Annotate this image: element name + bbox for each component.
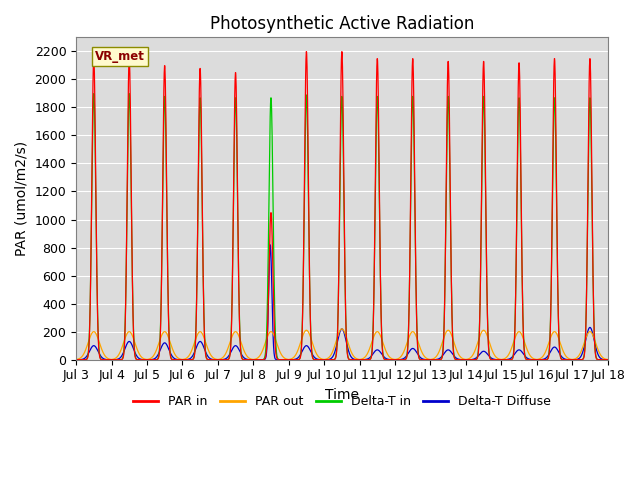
Delta-T Diffuse [593,349,601,355]
PAR in [164,306,172,312]
PAR out [72,357,80,362]
Line: PAR out: PAR out [76,329,607,360]
Legend: PAR in, PAR out, Delta-T in, Delta-T Diffuse: PAR in, PAR out, Delta-T in, Delta-T Dif… [128,390,556,413]
Delta-T Diffuse [133,353,141,359]
PAR out [133,345,141,351]
Y-axis label: PAR (umol/m2/s): PAR (umol/m2/s) [15,141,29,256]
Delta-T Diffuse [300,347,307,352]
Line: Delta-T Diffuse: Delta-T Diffuse [76,245,607,360]
Delta-T in [300,284,307,289]
PAR in [536,357,544,362]
Delta-T Diffuse [276,357,284,362]
PAR in [276,357,284,362]
X-axis label: Time: Time [325,388,359,402]
Title: Photosynthetic Active Radiation: Photosynthetic Active Radiation [210,15,474,33]
Delta-T in [536,357,544,362]
Delta-T Diffuse [164,345,172,351]
Line: Delta-T in: Delta-T in [76,94,607,360]
PAR in [72,357,80,362]
PAR in [299,294,307,300]
Delta-T in [90,91,98,96]
PAR out [593,345,601,350]
PAR out [299,332,307,338]
Delta-T in [72,357,80,362]
Delta-T in [164,310,172,316]
PAR out [164,334,172,340]
Text: VR_met: VR_met [95,50,145,63]
PAR out [536,356,544,361]
Delta-T in [133,357,141,362]
PAR in [133,357,141,362]
PAR out [604,357,611,362]
PAR in [593,357,601,362]
Delta-T Diffuse [536,357,544,362]
PAR in [604,357,611,362]
PAR out [338,326,346,332]
Delta-T in [276,357,284,362]
Delta-T in [593,356,601,362]
Delta-T Diffuse [604,357,611,362]
PAR out [276,349,284,355]
Delta-T in [604,357,611,362]
PAR in [303,49,310,55]
Delta-T Diffuse [72,357,80,362]
Line: PAR in: PAR in [76,52,607,360]
Delta-T Diffuse [266,242,274,248]
